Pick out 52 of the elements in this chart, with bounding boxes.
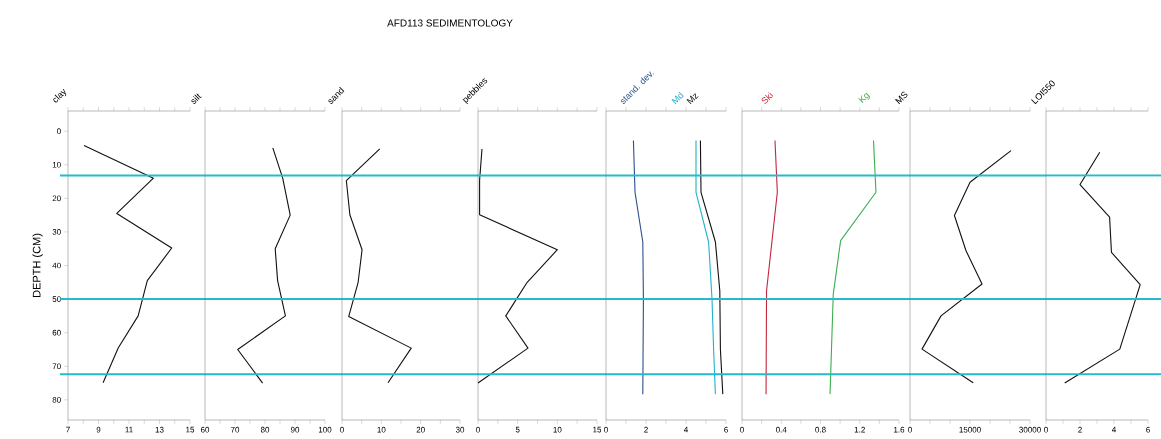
x-tick-label: 20	[416, 426, 425, 433]
x-tick-label: 2	[1078, 426, 1082, 433]
y-tick-label: 70	[52, 363, 61, 370]
x-tick-label: 60	[200, 426, 210, 433]
x-tick-label: 7	[66, 426, 70, 433]
x-tick-label: 0	[476, 426, 480, 433]
x-tick-label: 0	[604, 426, 608, 433]
x-tick-label: 11	[125, 426, 133, 433]
text: Kg	[858, 92, 871, 103]
text: Mz	[686, 93, 699, 105]
x-tick-label: 30000	[1019, 426, 1041, 433]
x-tick-label: 0	[1044, 426, 1048, 433]
y-tick-label: 30	[52, 229, 61, 235]
x-tick-label: 13	[155, 426, 164, 433]
x-tick-label: 70	[230, 426, 240, 433]
x-tick-label: 80	[260, 426, 270, 433]
x-tick-label: 0.4	[776, 426, 787, 433]
x-tick-label: 100	[318, 426, 332, 433]
x-axis-title: MS	[895, 91, 908, 105]
x-tick-label: 0.8	[815, 426, 826, 433]
x-tick-label: 4	[683, 426, 688, 433]
x-tick-label: 0	[908, 426, 912, 433]
y-tick-label: 10	[52, 161, 61, 168]
x-tick-label: 0	[740, 426, 744, 433]
x-tick-label: 9	[96, 426, 101, 433]
x-tick-label: 5	[515, 426, 520, 433]
x-tick-label: 6	[724, 426, 728, 433]
x-tick-label: 10	[553, 426, 562, 433]
text: Ski	[761, 91, 774, 104]
x-tick-label: 4	[1111, 426, 1117, 433]
y-tick-label: 60	[52, 329, 61, 336]
y-tick-label: 40	[52, 262, 61, 269]
x-tick-label: 2	[644, 426, 648, 433]
x-tick-label: 1.6	[894, 426, 905, 433]
x-tick-label: 90	[290, 426, 300, 433]
y-tick-label: 0	[57, 128, 61, 134]
x-tick-label: 6	[1146, 426, 1150, 433]
x-axis-title: clay	[53, 88, 67, 103]
x-tick-label: 15	[186, 426, 195, 433]
chart-title: AFD113 SEDIMENTOLOGY	[387, 19, 513, 27]
y-tick-label: 80	[52, 397, 61, 403]
x-tick-label: 15	[593, 426, 602, 433]
line-series	[83, 145, 173, 384]
y-tick-label: 20	[52, 195, 61, 202]
x-tick-label: 0	[340, 426, 344, 433]
x-tick-label: 1.2	[854, 426, 865, 433]
x-tick-label: 30	[455, 426, 465, 433]
text: Md	[671, 91, 684, 105]
y-axis-title: DEPTH (CM)	[32, 233, 43, 297]
x-tick-label: 15000	[959, 426, 981, 433]
x-axis-title: silt	[191, 93, 202, 104]
x-tick-label: 10	[377, 426, 386, 433]
